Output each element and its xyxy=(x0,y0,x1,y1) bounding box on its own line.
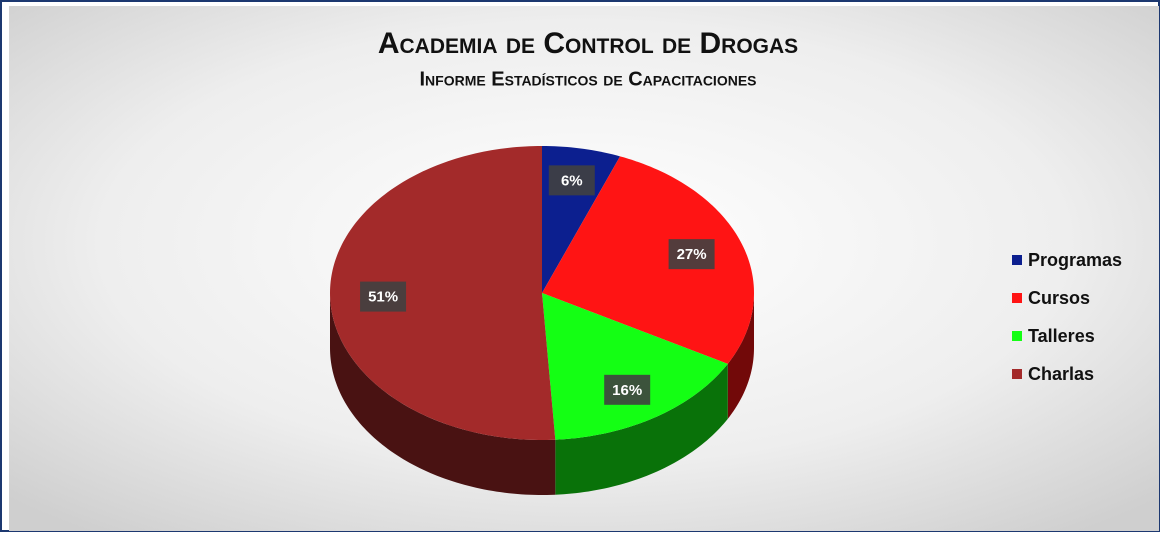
data-label: 16% xyxy=(604,374,651,405)
slice-side xyxy=(727,293,754,419)
slice-side xyxy=(555,363,728,495)
legend-swatch xyxy=(1012,331,1022,341)
slice xyxy=(542,156,754,364)
slice xyxy=(330,146,556,440)
slice xyxy=(542,293,728,440)
legend-label: Charlas xyxy=(1028,364,1094,384)
legend-swatch xyxy=(1012,369,1022,379)
data-label: 27% xyxy=(668,239,715,270)
legend-label: Programas xyxy=(1028,250,1122,270)
data-label-box xyxy=(604,374,651,405)
data-label-text: 27% xyxy=(677,246,707,263)
data-label: 51% xyxy=(360,281,407,312)
legend: Programas Cursos Talleres Charlas xyxy=(1012,250,1122,384)
data-label-text: 51% xyxy=(368,289,398,306)
data-label-text: 6% xyxy=(561,172,583,189)
data-label: 6% xyxy=(548,165,595,196)
data-label-box xyxy=(548,165,595,196)
data-label-box xyxy=(360,281,407,312)
data-label-box xyxy=(668,239,715,270)
chart-title: Academia de Control de Drogas xyxy=(378,27,798,60)
data-label-text: 16% xyxy=(612,382,642,399)
slice-side xyxy=(330,293,556,495)
chart-subtitle: Informe Estadísticos de Capacitaciones xyxy=(419,68,756,90)
legend-swatch xyxy=(1012,255,1022,265)
legend-label: Talleres xyxy=(1028,326,1095,346)
legend-swatch xyxy=(1012,293,1022,303)
legend-label: Cursos xyxy=(1028,288,1090,308)
pie: 6% 27% 16% 51% xyxy=(330,146,754,495)
